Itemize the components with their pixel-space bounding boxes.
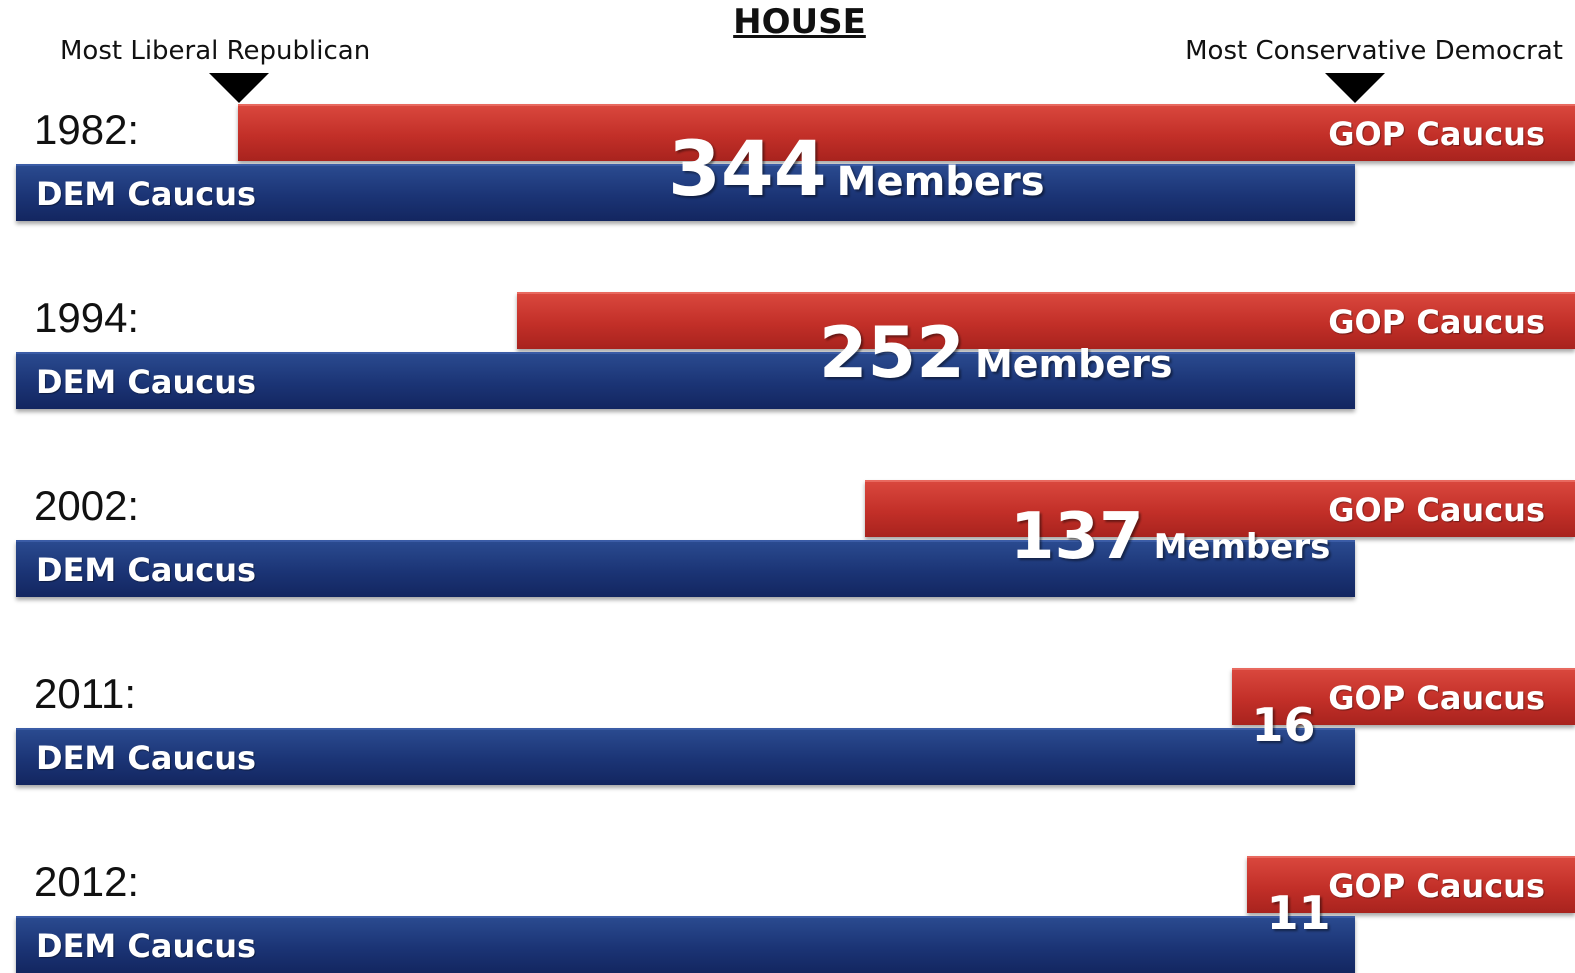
dem-caucus-bar: DEM Caucus	[16, 164, 1355, 221]
gop-caucus-label: GOP Caucus	[1328, 302, 1545, 341]
overlap-unit-label: Members	[836, 159, 1045, 205]
overlap-count-value: 344	[668, 124, 827, 213]
gop-caucus-label: GOP Caucus	[1328, 678, 1545, 717]
overlap-count-value: 252	[818, 312, 965, 394]
dem-caucus-bar: DEM Caucus	[16, 540, 1355, 597]
dem-caucus-label: DEM Caucus	[36, 362, 257, 401]
dem-caucus-label: DEM Caucus	[36, 174, 257, 213]
overlap-unit-label: Members	[974, 342, 1173, 386]
overlap-count-value: 16	[1251, 698, 1316, 752]
most-liberal-republican-label: Most Liberal Republican	[60, 36, 371, 66]
gop-caucus-bar: GOP Caucus	[516, 292, 1575, 349]
gop-caucus-label: GOP Caucus	[1328, 490, 1545, 529]
gop-caucus-label: GOP Caucus	[1328, 866, 1545, 905]
overlap-unit-label: Members	[1153, 527, 1331, 567]
liberal-republican-marker-icon	[209, 73, 269, 103]
row-year-label: 1994:	[34, 294, 140, 341]
dem-caucus-bar: DEM Caucus	[16, 916, 1355, 973]
row-year-label: 2011:	[34, 670, 136, 717]
overlap-count-label: 252 Members	[819, 312, 1173, 394]
gop-caucus-bar: GOP Caucus	[1246, 856, 1575, 913]
chart-title: HOUSE	[733, 2, 866, 42]
gop-caucus-bar: GOP Caucus	[865, 480, 1575, 537]
overlap-count-label: 16	[1252, 698, 1316, 752]
overlap-count-value: 11	[1266, 886, 1331, 940]
dem-caucus-label: DEM Caucus	[36, 738, 257, 777]
gop-caucus-bar: GOP Caucus	[238, 104, 1575, 161]
overlap-count-label: 137 Members	[1010, 500, 1330, 574]
overlap-count-label: 344 Members	[668, 124, 1045, 213]
overlap-count-value: 137	[1010, 500, 1144, 574]
conservative-democrat-marker-icon	[1325, 73, 1385, 103]
gop-caucus-bar: GOP Caucus	[1231, 668, 1575, 725]
row-year-label: 2002:	[34, 482, 140, 529]
overlap-count-label: 11	[1267, 886, 1331, 940]
dem-caucus-bar: DEM Caucus	[16, 352, 1355, 409]
most-conservative-democrat-label: Most Conservative Democrat	[1185, 36, 1563, 66]
gop-caucus-label: GOP Caucus	[1328, 114, 1545, 153]
dem-caucus-label: DEM Caucus	[36, 926, 257, 965]
dem-caucus-label: DEM Caucus	[36, 550, 257, 589]
row-year-label: 2012:	[34, 858, 140, 905]
row-year-label: 1982:	[34, 106, 140, 153]
dem-caucus-bar: DEM Caucus	[16, 728, 1355, 785]
